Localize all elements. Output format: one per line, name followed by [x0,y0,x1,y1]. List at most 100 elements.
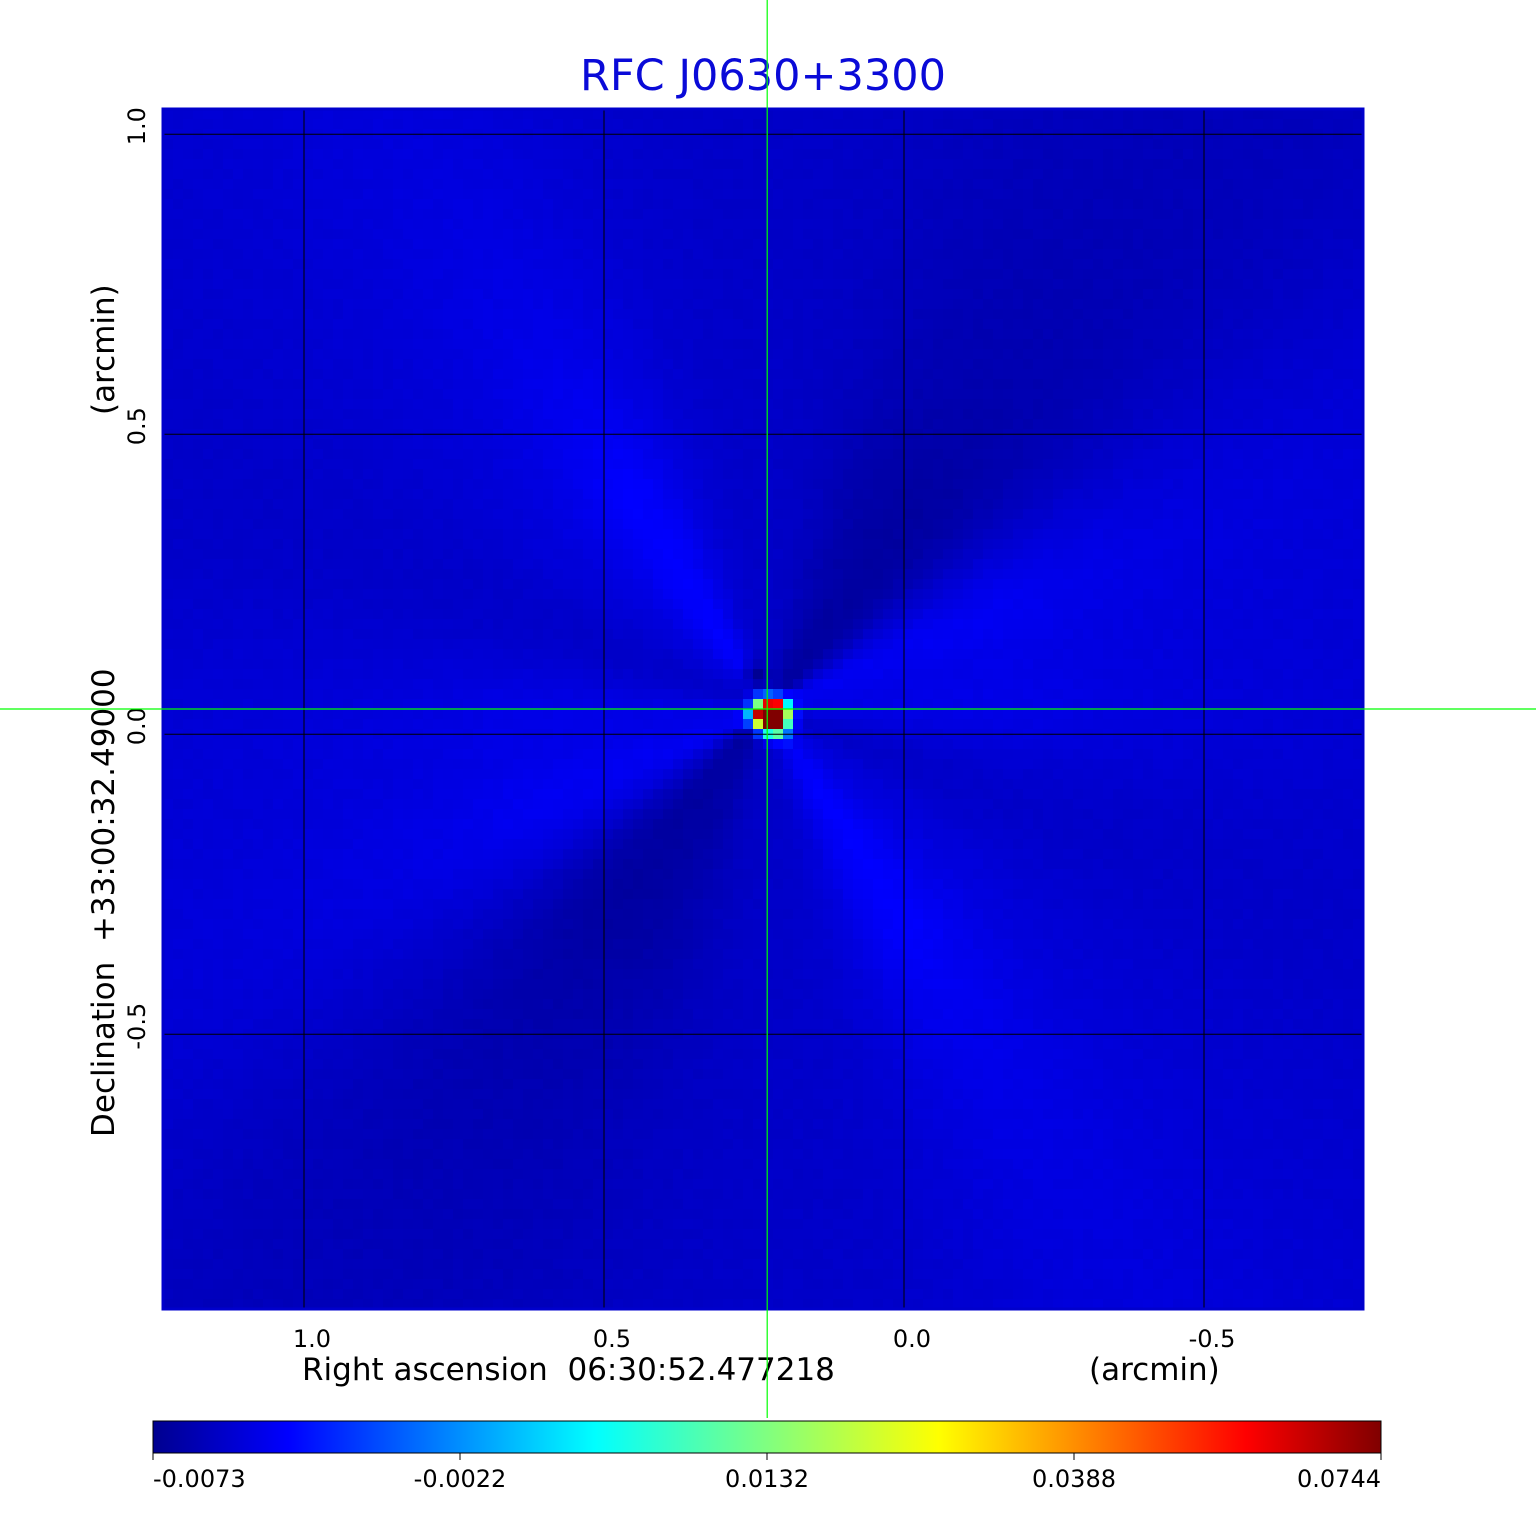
image-pixel [653,419,664,430]
image-pixel [703,369,714,380]
image-pixel [663,269,674,280]
image-pixel [273,259,284,270]
image-pixel [423,439,434,450]
image-pixel [1153,389,1164,400]
image-pixel [823,469,834,480]
image-pixel [993,349,1004,360]
image-pixel [1303,109,1314,120]
image-pixel [1193,139,1204,150]
image-pixel [643,299,654,310]
image-pixel [583,359,594,370]
image-pixel [1113,489,1124,500]
image-pixel [233,339,244,350]
image-pixel [373,109,384,120]
image-pixel [1243,199,1254,210]
image-pixel [1233,479,1244,490]
image-pixel [693,409,704,420]
image-pixel [1033,239,1044,250]
image-pixel [1253,259,1264,270]
image-pixel [493,419,504,430]
image-pixel [1053,139,1064,150]
image-pixel [753,349,764,360]
image-pixel [1063,109,1074,120]
image-pixel [283,319,294,330]
image-pixel [633,299,644,310]
image-pixel [673,369,684,380]
image-pixel [1323,449,1334,460]
image-pixel [1153,159,1164,170]
image-pixel [873,269,884,280]
image-pixel [703,119,714,130]
image-pixel [883,379,894,390]
image-pixel [553,499,564,510]
image-pixel [593,379,604,390]
image-pixel [233,139,244,150]
image-pixel [853,349,864,360]
image-pixel [553,409,564,420]
image-pixel [1123,509,1134,520]
image-pixel [533,499,544,510]
image-pixel [1123,179,1134,190]
image-pixel [1343,319,1354,330]
image-pixel [163,139,174,150]
image-pixel [793,119,804,130]
image-pixel [833,349,844,360]
image-pixel [253,229,264,240]
image-pixel [413,199,424,210]
image-pixel [503,369,514,380]
image-pixel [873,199,884,210]
image-pixel [233,489,244,500]
image-pixel [423,209,434,220]
image-pixel [1173,419,1184,430]
image-pixel [373,189,384,200]
image-pixel [173,189,184,200]
image-pixel [523,179,534,190]
image-pixel [1353,259,1363,270]
image-pixel [563,209,574,220]
image-pixel [203,159,214,170]
image-pixel [683,359,694,370]
image-pixel [983,269,994,280]
image-pixel [663,319,674,330]
image-pixel [783,239,794,250]
image-pixel [993,119,1004,130]
image-pixel [613,179,624,190]
image-pixel [1203,199,1214,210]
image-pixel [573,229,584,240]
image-pixel [903,439,914,450]
image-pixel [323,489,334,500]
image-pixel [1173,389,1184,400]
image-pixel [1273,189,1284,200]
image-pixel [1123,479,1134,490]
image-pixel [873,349,884,360]
image-pixel [473,239,484,250]
image-pixel [1193,209,1204,220]
image-pixel [523,169,534,180]
image-pixel [313,169,324,180]
image-pixel [1013,449,1024,460]
image-pixel [573,319,584,330]
image-pixel [1223,409,1234,420]
image-pixel [1253,349,1264,360]
image-pixel [1043,449,1054,460]
image-pixel [783,409,794,420]
image-pixel [1243,439,1254,450]
image-pixel [663,449,674,460]
image-pixel [943,249,954,260]
image-pixel [663,439,674,450]
image-pixel [253,499,264,510]
image-pixel [543,349,554,360]
image-pixel [1003,329,1014,340]
image-pixel [1003,349,1014,360]
image-pixel [693,149,704,160]
image-pixel [743,279,754,290]
image-pixel [673,509,684,520]
image-pixel [1183,139,1194,150]
image-pixel [1323,489,1334,500]
image-pixel [213,409,224,420]
image-pixel [933,349,944,360]
image-pixel [1333,199,1344,210]
image-pixel [1073,249,1084,260]
image-pixel [483,509,494,520]
image-pixel [1283,389,1294,400]
